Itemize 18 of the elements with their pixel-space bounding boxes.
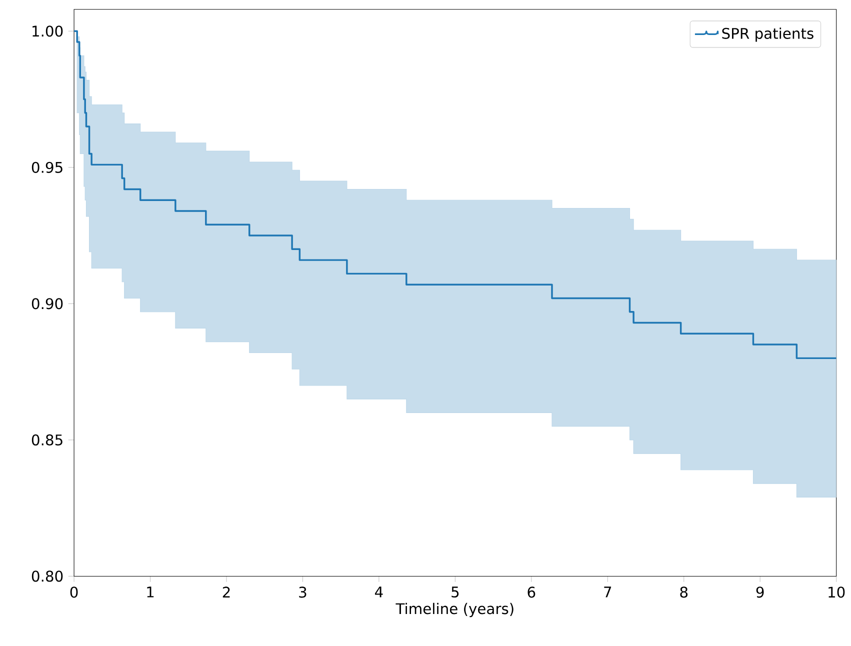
y-tick-label: 0.80 (32, 570, 63, 582)
x-tick-label: 5 (452, 586, 459, 598)
y-tick-label: 0.85 (32, 434, 62, 446)
x-tick-label: 10 (828, 586, 845, 598)
x-tick-label: 1 (147, 586, 154, 598)
y-tick-label: 0.90 (32, 298, 63, 310)
x-tick-label: 2 (222, 586, 230, 598)
x-tick-label: 7 (604, 586, 612, 598)
y-tick-label: 1.00 (32, 25, 63, 37)
x-tick-label: 8 (680, 586, 688, 598)
x-axis-title: Timeline (years) (396, 602, 514, 617)
y-tick-label: 0.95 (32, 162, 62, 173)
x-tick-label: 6 (528, 586, 536, 598)
x-tick-label: 9 (756, 586, 764, 598)
x-tick-label: 3 (299, 586, 306, 598)
x-tick-label: 0 (70, 586, 78, 598)
x-tick-label: 4 (374, 586, 383, 598)
legend-label: SPR patients (722, 27, 814, 42)
